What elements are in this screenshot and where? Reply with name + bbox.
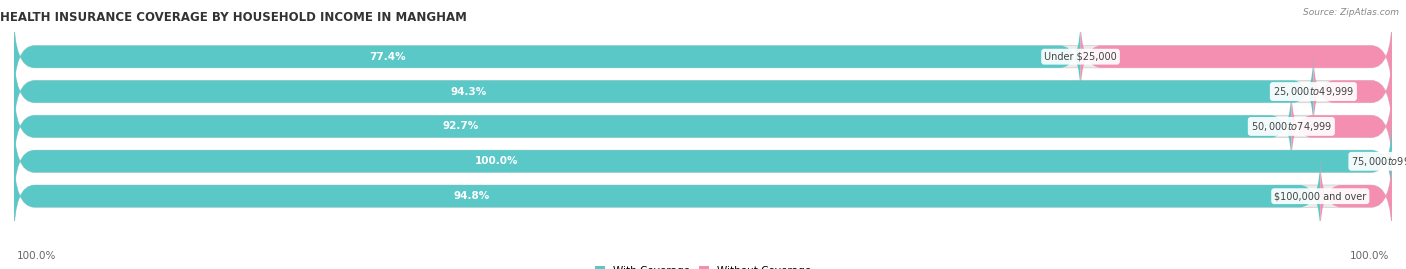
FancyBboxPatch shape [14, 85, 1291, 168]
Text: 92.7%: 92.7% [443, 121, 479, 132]
Text: $25,000 to $49,999: $25,000 to $49,999 [1272, 85, 1354, 98]
FancyBboxPatch shape [14, 155, 1392, 237]
FancyBboxPatch shape [14, 85, 1392, 168]
Text: $75,000 to $99,999: $75,000 to $99,999 [1351, 155, 1406, 168]
Text: 77.4%: 77.4% [368, 52, 406, 62]
FancyBboxPatch shape [14, 120, 1392, 203]
FancyBboxPatch shape [1320, 155, 1392, 237]
Text: 100.0%: 100.0% [17, 251, 56, 261]
FancyBboxPatch shape [1291, 85, 1392, 168]
Text: Under $25,000: Under $25,000 [1045, 52, 1116, 62]
Text: 94.3%: 94.3% [451, 87, 486, 97]
FancyBboxPatch shape [14, 16, 1392, 98]
Text: 94.8%: 94.8% [453, 191, 489, 201]
Text: HEALTH INSURANCE COVERAGE BY HOUSEHOLD INCOME IN MANGHAM: HEALTH INSURANCE COVERAGE BY HOUSEHOLD I… [0, 10, 467, 24]
FancyBboxPatch shape [14, 120, 1392, 203]
Text: 100.0%: 100.0% [1350, 251, 1389, 261]
FancyBboxPatch shape [14, 155, 1320, 237]
Text: $100,000 and over: $100,000 and over [1274, 191, 1367, 201]
FancyBboxPatch shape [14, 50, 1392, 133]
FancyBboxPatch shape [14, 16, 1081, 98]
Text: 100.0%: 100.0% [475, 156, 517, 166]
FancyBboxPatch shape [14, 50, 1313, 133]
Legend: With Coverage, Without Coverage: With Coverage, Without Coverage [595, 266, 811, 269]
FancyBboxPatch shape [1081, 16, 1392, 98]
Text: Source: ZipAtlas.com: Source: ZipAtlas.com [1303, 8, 1399, 17]
FancyBboxPatch shape [1313, 50, 1392, 133]
Text: $50,000 to $74,999: $50,000 to $74,999 [1251, 120, 1331, 133]
